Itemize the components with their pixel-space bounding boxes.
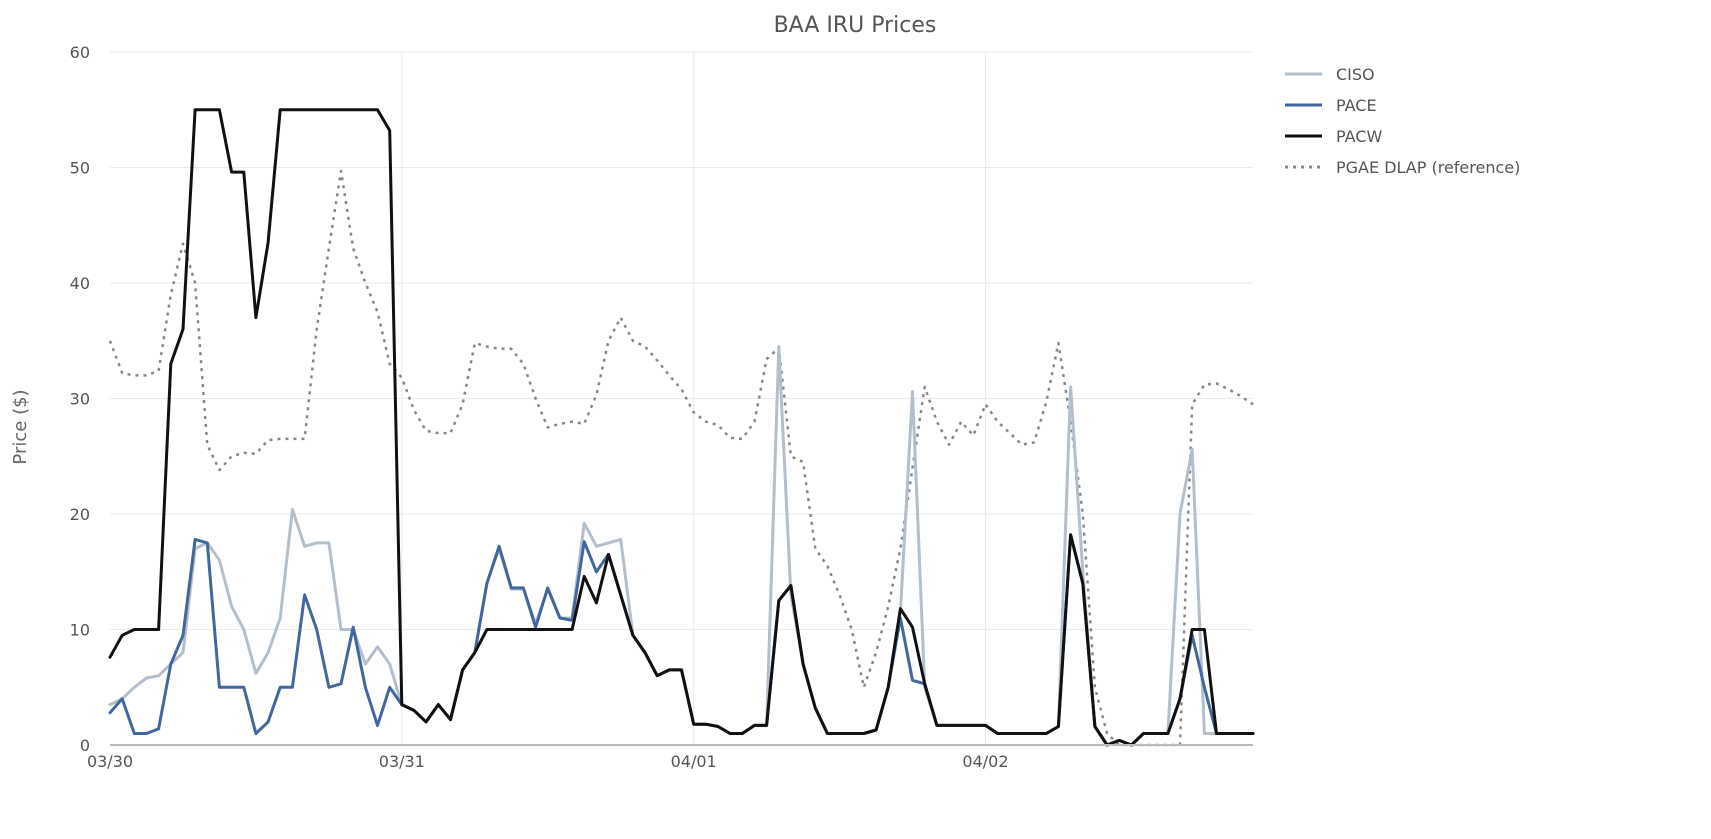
x-tick-label: 03/31 [379, 752, 425, 771]
series-line-pgae-dlap-reference[interactable] [108, 169, 1254, 747]
legend-item[interactable]: PACE [1285, 96, 1377, 115]
y-axis-title: Price ($) [10, 389, 31, 464]
x-tick-label: 04/01 [671, 752, 717, 771]
y-tick-label: 40 [70, 274, 90, 293]
legend-label: PGAE DLAP (reference) [1336, 158, 1520, 177]
x-tick-label: 04/02 [962, 752, 1008, 771]
chart-title: BAA IRU Prices [774, 13, 937, 38]
y-tick-label: 20 [70, 505, 90, 524]
legend-item[interactable]: PACW [1285, 127, 1382, 146]
series-line-pacw[interactable] [108, 108, 1255, 747]
y-axis-ticks: 0 10 20 30 40 50 60 [70, 43, 90, 755]
legend-label: PACE [1336, 96, 1377, 115]
legend-item[interactable]: PGAE DLAP (reference) [1285, 158, 1520, 177]
legend-label: CISO [1336, 65, 1375, 84]
series-line-ciso[interactable] [108, 345, 1255, 747]
y-tick-label: 30 [70, 390, 90, 409]
legend[interactable]: CISO PACE PACW PGAE DLAP (reference) [1285, 65, 1520, 177]
x-tick-label: 03/30 [87, 752, 133, 771]
y-tick-label: 10 [70, 621, 90, 640]
y-tick-label: 50 [70, 159, 90, 178]
legend-label: PACW [1336, 127, 1382, 146]
legend-item[interactable]: CISO [1285, 65, 1375, 84]
grid-lines [110, 51, 1253, 745]
y-tick-label: 60 [70, 43, 90, 62]
series-lines [108, 108, 1255, 747]
y-tick-label: 0 [80, 736, 90, 755]
x-axis-ticks: 03/30 03/31 04/01 04/02 [87, 752, 1009, 771]
